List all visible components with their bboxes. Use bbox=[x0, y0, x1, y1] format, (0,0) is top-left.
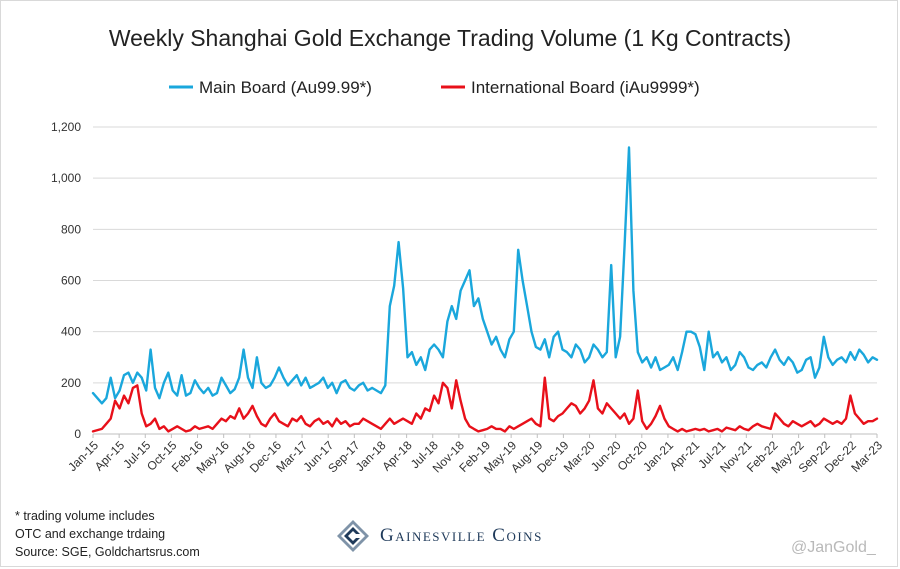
gainesville-coins-logo: Gainesville Coins bbox=[336, 519, 543, 553]
y-tick-label: 600 bbox=[61, 274, 81, 288]
chart-gridlines bbox=[93, 126, 877, 435]
y-tick-label: 800 bbox=[61, 222, 81, 236]
y-tick-label: 1,000 bbox=[51, 171, 81, 185]
x-tick-label: Apr-18 bbox=[379, 438, 415, 474]
y-tick-label: 0 bbox=[74, 427, 81, 441]
series-line-international-board bbox=[91, 376, 879, 433]
footnote-line: OTC and exchange trdaing bbox=[15, 527, 166, 541]
footnote-line: * trading volume includes bbox=[15, 509, 155, 523]
footnote: * trading volume includes OTC and exchan… bbox=[15, 507, 200, 561]
series-line-main-board bbox=[91, 146, 879, 405]
source-note: Source: SGE, Goldchartsrus.com bbox=[15, 545, 200, 559]
x-axis-ticks: Jan-15Apr-15Jul-15Oct-15Feb-16May-16Aug-… bbox=[65, 434, 885, 476]
y-tick-label: 1,200 bbox=[51, 120, 81, 134]
y-axis-ticks: 0 200 400 600 800 1,000 1,200 bbox=[51, 120, 81, 441]
y-tick-label: 400 bbox=[61, 325, 81, 339]
x-tick-label: Apr-15 bbox=[92, 438, 128, 474]
legend-label: Main Board (Au99.99*) bbox=[199, 78, 372, 97]
y-tick-label: 200 bbox=[61, 376, 81, 390]
chart-title: Weekly Shanghai Gold Exchange Trading Vo… bbox=[109, 25, 791, 51]
chart-legend: Main Board (Au99.99*) International Board… bbox=[169, 78, 700, 97]
x-tick-label: Apr-21 bbox=[667, 438, 703, 474]
gainesville-coins-logo-icon bbox=[337, 520, 369, 552]
watermark: @JanGold_ bbox=[791, 539, 876, 556]
logo-text: Gainesville Coins bbox=[380, 525, 543, 546]
legend-label: International Board (iAu9999*) bbox=[471, 78, 700, 97]
chart-series bbox=[91, 146, 879, 433]
